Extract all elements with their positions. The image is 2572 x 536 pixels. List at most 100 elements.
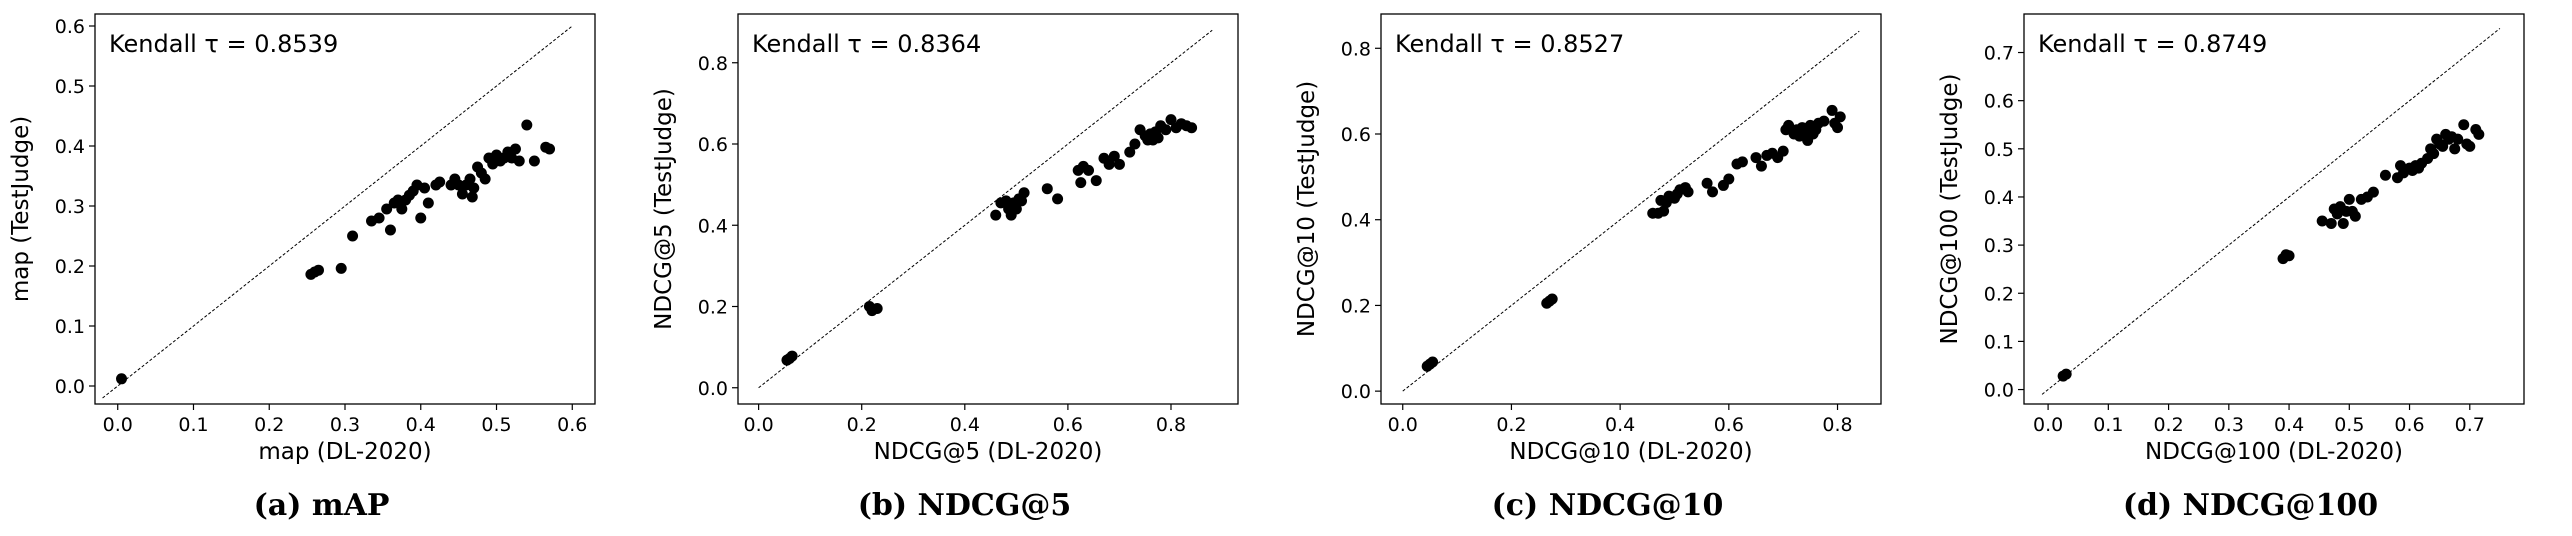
scatter-plot-ndcg10: 0.0 0.2 0.4 0.6 0.8 0.0 0.2 0.4 0.6 0.8 NDCG@10 (D…: [1294, 13, 1882, 465]
data-point: [381, 203, 393, 215]
diagonal-line: [1402, 30, 1860, 392]
y-axis-label: NDCG@100 (TestJudge): [1937, 74, 1963, 345]
scatter-plot-map: 0.0 0.1 0.2 0.3 0.4 0.5 0.6 0.0 0.1 0.2 0.3 0.4 0.5 0…: [8, 13, 596, 465]
x-tick-label: 0.4: [2274, 414, 2304, 436]
y-tick-label: 0.2: [698, 297, 728, 319]
data-point: [1186, 122, 1198, 134]
data-point: [2452, 133, 2464, 145]
y-tick-label: 0.6: [1984, 91, 2014, 113]
data-point: [2449, 143, 2461, 155]
plot-frame: [94, 13, 596, 405]
data-point: [373, 212, 385, 224]
y-tick-label: 0.6: [55, 16, 85, 38]
y-tick-label: 0.2: [1984, 283, 2014, 305]
x-tick-label: 0.0: [103, 414, 133, 436]
panel-ndcg10: 0.0 0.2 0.4 0.6 0.8 0.0 0.2 0.4 0.6 0.8 NDCG@10 (D…: [1286, 0, 1929, 536]
data-point: [1834, 111, 1846, 123]
caption-ndcg10: (c) NDCG@10: [1491, 488, 1724, 523]
y-tick-label: 0.0: [55, 376, 85, 398]
x-tick-label: 0.6: [1053, 414, 1083, 436]
data-point: [1083, 164, 1095, 176]
x-tick-label: 0.1: [2093, 414, 2123, 436]
y-tick-label: 0.2: [1341, 295, 1371, 317]
data-point: [2379, 169, 2391, 181]
data-point: [1682, 186, 1694, 198]
y-tick-label: 0.0: [698, 378, 728, 400]
data-point: [422, 197, 434, 209]
data-point: [335, 262, 347, 274]
y-axis-label: NDCG@5 (TestJudge): [651, 88, 677, 330]
data-point: [2316, 215, 2328, 227]
x-tick-label: 0.6: [2394, 414, 2424, 436]
data-point: [1783, 119, 1795, 131]
data-point: [1777, 145, 1789, 157]
data-point: [1832, 122, 1844, 134]
y-tick-label: 0.2: [55, 256, 85, 278]
x-tick-label: 0.0: [1388, 414, 1418, 436]
plot-frame: [1380, 13, 1882, 405]
data-point: [1108, 150, 1120, 162]
x-tick-label: 0.2: [254, 414, 284, 436]
x-tick-label: 0.3: [2214, 414, 2244, 436]
data-point: [1723, 173, 1735, 185]
x-tick-label: 0.2: [2153, 414, 2183, 436]
data-point: [1152, 132, 1164, 144]
data-point: [419, 182, 431, 194]
panel-map: 0.0 0.1 0.2 0.3 0.4 0.5 0.6 0.0 0.1 0.2 0.3 0.4 0.5 0…: [0, 0, 643, 536]
y-tick-label: 0.8: [698, 53, 728, 75]
data-point: [521, 119, 533, 131]
y-tick-label: 0.4: [1984, 187, 2014, 209]
data-point: [871, 303, 883, 315]
data-point: [2060, 368, 2072, 380]
data-point: [509, 143, 521, 155]
data-point: [1165, 114, 1177, 126]
data-point: [392, 194, 404, 206]
x-tick-label: 0.6: [1714, 414, 1744, 436]
scatter-plot-ndcg5: 0.0 0.2 0.4 0.6 0.8 0.0 0.2 0.4 0.6 0.8 NDCG@5 (DL…: [651, 13, 1239, 465]
x-axis-label: NDCG@5 (DL-2020): [874, 439, 1103, 465]
panel-ndcg5: 0.0 0.2 0.4 0.6 0.8 0.0 0.2 0.4 0.6 0.8 NDCG@5 (DL…: [643, 0, 1286, 536]
data-point: [1018, 187, 1030, 199]
panel-ndcg100: 0.0 0.1 0.2 0.3 0.4 0.5 0.6 0.7 0.0 0.1 0.2 0.3 0.4 0…: [1929, 0, 2572, 536]
data-point: [1160, 124, 1172, 136]
kendall-tau-annotation: Kendall τ = 0.8539: [109, 30, 338, 58]
data-point: [2343, 193, 2355, 205]
data-point: [312, 264, 324, 276]
x-tick-label: 0.5: [2334, 414, 2364, 436]
data-point: [1818, 115, 1830, 127]
data-point: [1124, 146, 1136, 158]
data-point: [468, 182, 480, 194]
x-tick-label: 0.5: [481, 414, 511, 436]
scatter-plot-ndcg100: 0.0 0.1 0.2 0.3 0.4 0.5 0.6 0.7 0.0 0.1 0.2 0.3 0.4 0…: [1937, 13, 2525, 465]
data-point: [116, 373, 128, 385]
x-tick-label: 0.2: [1496, 414, 1526, 436]
data-point: [1090, 175, 1102, 187]
data-point: [528, 155, 540, 167]
x-tick-label: 0.0: [744, 414, 774, 436]
data-point: [1010, 203, 1022, 215]
y-axis-label: NDCG@10 (TestJudge): [1294, 81, 1320, 337]
data-point: [2337, 217, 2349, 229]
x-tick-label: 0.3: [330, 414, 360, 436]
data-point: [2464, 140, 2476, 152]
y-tick-label: 0.3: [1984, 235, 2014, 257]
data-point: [1701, 177, 1713, 189]
caption-ndcg100: (d) NDCG@100: [2122, 488, 2379, 523]
x-tick-label: 0.4: [406, 414, 436, 436]
data-point: [434, 176, 446, 188]
diagonal-line: [102, 25, 573, 399]
diagonal-line: [2041, 28, 2501, 395]
data-point: [479, 173, 491, 185]
data-point: [415, 212, 427, 224]
data-point: [1658, 205, 1670, 217]
data-point: [347, 230, 359, 242]
data-point: [1750, 152, 1762, 164]
data-point: [544, 143, 556, 155]
x-tick-label: 0.0: [2033, 414, 2063, 436]
data-point: [384, 224, 396, 236]
caption-map: (a) mAP: [253, 488, 390, 523]
y-tick-label: 0.4: [55, 136, 85, 158]
x-tick-label: 0.2: [847, 414, 877, 436]
data-point: [464, 173, 476, 185]
data-point: [1129, 138, 1141, 150]
